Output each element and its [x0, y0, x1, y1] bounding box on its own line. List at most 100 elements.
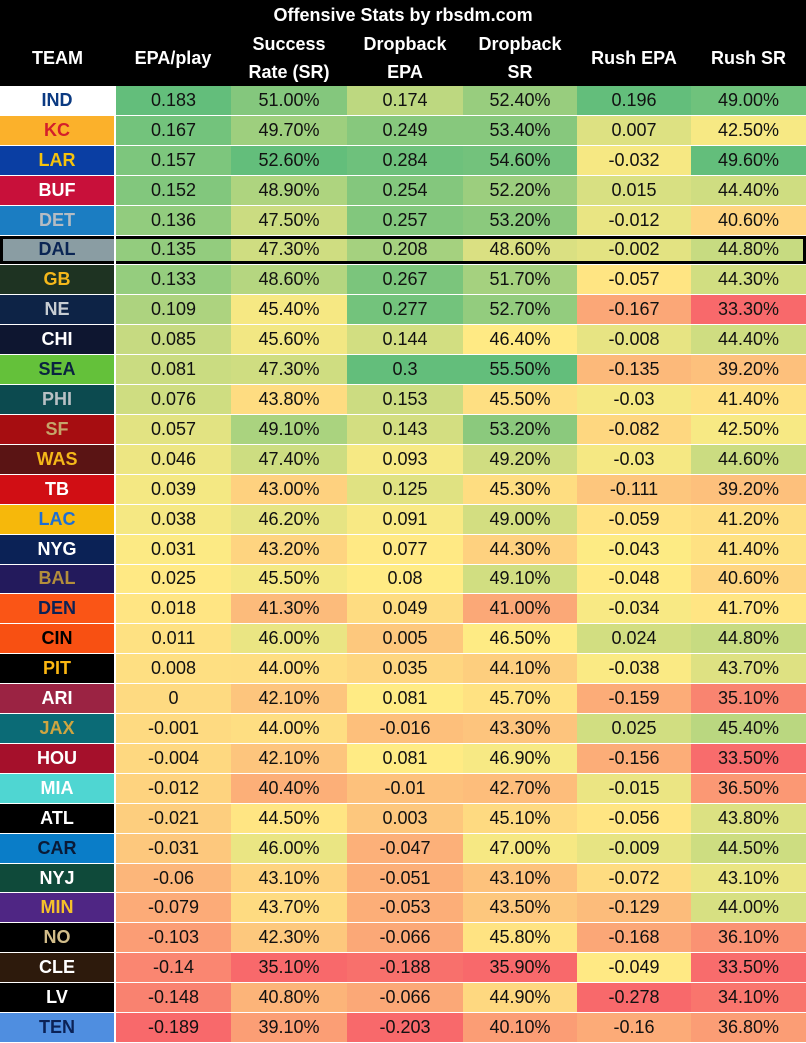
stat-cell: 41.30% — [231, 593, 347, 625]
stat-cell: 48.60% — [231, 264, 347, 296]
stat-cell: 0.135 — [115, 235, 231, 266]
stat-cell: -0.047 — [347, 833, 463, 864]
stat-cell: 46.20% — [231, 504, 347, 535]
stat-cell: 44.60% — [691, 444, 806, 475]
team-cell: LV — [0, 982, 116, 1014]
stat-cell: 0.085 — [115, 324, 231, 356]
stat-cell: -0.004 — [115, 743, 231, 774]
stat-cell: 54.60% — [463, 145, 577, 176]
stat-cell: 0.284 — [347, 145, 463, 176]
stat-cell: 51.00% — [231, 86, 347, 116]
stat-cell: -0.012 — [577, 205, 691, 236]
stat-cell: 0.143 — [347, 414, 463, 445]
stat-cell: 0.081 — [347, 743, 463, 774]
stat-cell: 0.015 — [577, 175, 691, 206]
stat-cell: 44.10% — [463, 653, 577, 685]
stat-cell: 43.20% — [231, 534, 347, 565]
team-cell: LAC — [0, 504, 116, 535]
table-row: TB 0.039 43.00% 0.125 45.30% -0.111 39.20% — [0, 474, 806, 505]
stat-cell: 0.038 — [115, 504, 231, 535]
stat-cell: -0.056 — [577, 803, 691, 834]
stat-cell: 0.152 — [115, 175, 231, 206]
stat-cell: 0.011 — [115, 623, 231, 655]
stat-cell: -0.049 — [577, 952, 691, 984]
stat-cell: -0.059 — [577, 504, 691, 535]
stat-cell: 41.00% — [463, 593, 577, 625]
stat-cell: 0.057 — [115, 414, 231, 445]
stat-cell: -0.082 — [577, 414, 691, 445]
stat-cell: 55.50% — [463, 354, 577, 386]
stat-cell: 0.003 — [347, 803, 463, 834]
stat-cell: 0.046 — [115, 444, 231, 475]
table-row: WAS 0.046 47.40% 0.093 49.20% -0.03 44.60% — [0, 444, 806, 475]
stat-cell: 53.40% — [463, 115, 577, 146]
stat-cell: -0.168 — [577, 922, 691, 954]
team-cell: MIN — [0, 892, 116, 924]
stat-cell: 0.183 — [115, 86, 231, 116]
stat-cell: 0.031 — [115, 534, 231, 565]
stat-cell: 51.70% — [463, 264, 577, 296]
stat-cell: 53.20% — [463, 205, 577, 236]
stat-cell: 48.90% — [231, 175, 347, 206]
stat-cell: 52.60% — [231, 145, 347, 176]
table-title: Offensive Stats by rbsdm.com — [0, 0, 806, 30]
team-cell: NO — [0, 922, 116, 954]
stat-cell: 44.00% — [231, 653, 347, 685]
stat-cell: 44.00% — [691, 892, 806, 924]
stat-cell: 45.40% — [691, 713, 806, 744]
stat-cell: 40.10% — [463, 1012, 577, 1043]
column-header-line: TEAM — [32, 48, 83, 68]
stat-cell: -0.038 — [577, 653, 691, 685]
team-cell: WAS — [0, 444, 116, 475]
stat-cell: -0.021 — [115, 803, 231, 834]
stat-cell: 41.20% — [691, 504, 806, 535]
stat-cell: 52.70% — [463, 294, 577, 326]
stat-cell: -0.066 — [347, 982, 463, 1014]
table-row: DET 0.136 47.50% 0.257 53.20% -0.012 40.60% — [0, 205, 806, 236]
team-cell: SF — [0, 414, 116, 445]
stat-cell: 44.50% — [691, 833, 806, 864]
stat-cell: 52.40% — [463, 86, 577, 116]
stat-cell: 33.30% — [691, 294, 806, 326]
stat-cell: -0.008 — [577, 324, 691, 356]
stat-cell: 0.133 — [115, 264, 231, 296]
table-row: SF 0.057 49.10% 0.143 53.20% -0.082 42.50% — [0, 414, 806, 445]
stat-cell: -0.051 — [347, 863, 463, 894]
stat-cell: 0.091 — [347, 504, 463, 535]
stat-cell: 52.20% — [463, 175, 577, 206]
stat-cell: 0.024 — [577, 623, 691, 655]
stat-cell: 0.125 — [347, 474, 463, 505]
stat-cell: 0.277 — [347, 294, 463, 326]
stat-cell: 41.40% — [691, 384, 806, 415]
stat-cell: -0.053 — [347, 892, 463, 924]
stat-cell: 44.80% — [691, 623, 806, 655]
stat-cell: 0.254 — [347, 175, 463, 206]
table-row: NO -0.103 42.30% -0.066 45.80% -0.168 36.10% — [0, 922, 806, 954]
stat-cell: -0.048 — [577, 564, 691, 595]
stat-cell: 40.40% — [231, 773, 347, 804]
table-row: NYG 0.031 43.20% 0.077 44.30% -0.043 41.40% — [0, 534, 806, 565]
stat-cell: -0.188 — [347, 952, 463, 984]
stat-cell: -0.129 — [577, 892, 691, 924]
stat-cell: 43.80% — [231, 384, 347, 415]
team-cell: LAR — [0, 145, 116, 176]
stat-cell: -0.032 — [577, 145, 691, 176]
team-cell: ATL — [0, 803, 116, 834]
column-header-line: EPA/play — [134, 48, 212, 68]
team-cell: IND — [0, 86, 116, 116]
stat-cell: 0.08 — [347, 564, 463, 595]
table-row: PHI 0.076 43.80% 0.153 45.50% -0.03 41.40% — [0, 384, 806, 415]
table-row: DAL 0.135 47.30% 0.208 48.60% -0.002 44.80% — [0, 235, 806, 266]
column-header-1: EPA/play — [115, 30, 231, 86]
stat-cell: 49.70% — [231, 115, 347, 146]
stat-cell: 41.40% — [691, 534, 806, 565]
stat-cell: -0.057 — [577, 264, 691, 296]
table-row: CLE -0.14 35.10% -0.188 35.90% -0.049 33.50% — [0, 952, 806, 984]
table-row: ATL -0.021 44.50% 0.003 45.10% -0.056 43.80% — [0, 803, 806, 834]
stat-cell: 46.90% — [463, 743, 577, 774]
stat-cell: -0.031 — [115, 833, 231, 864]
stat-cell: -0.156 — [577, 743, 691, 774]
team-cell: NYJ — [0, 863, 116, 894]
stat-cell: -0.001 — [115, 713, 231, 744]
team-cell: PHI — [0, 384, 116, 415]
